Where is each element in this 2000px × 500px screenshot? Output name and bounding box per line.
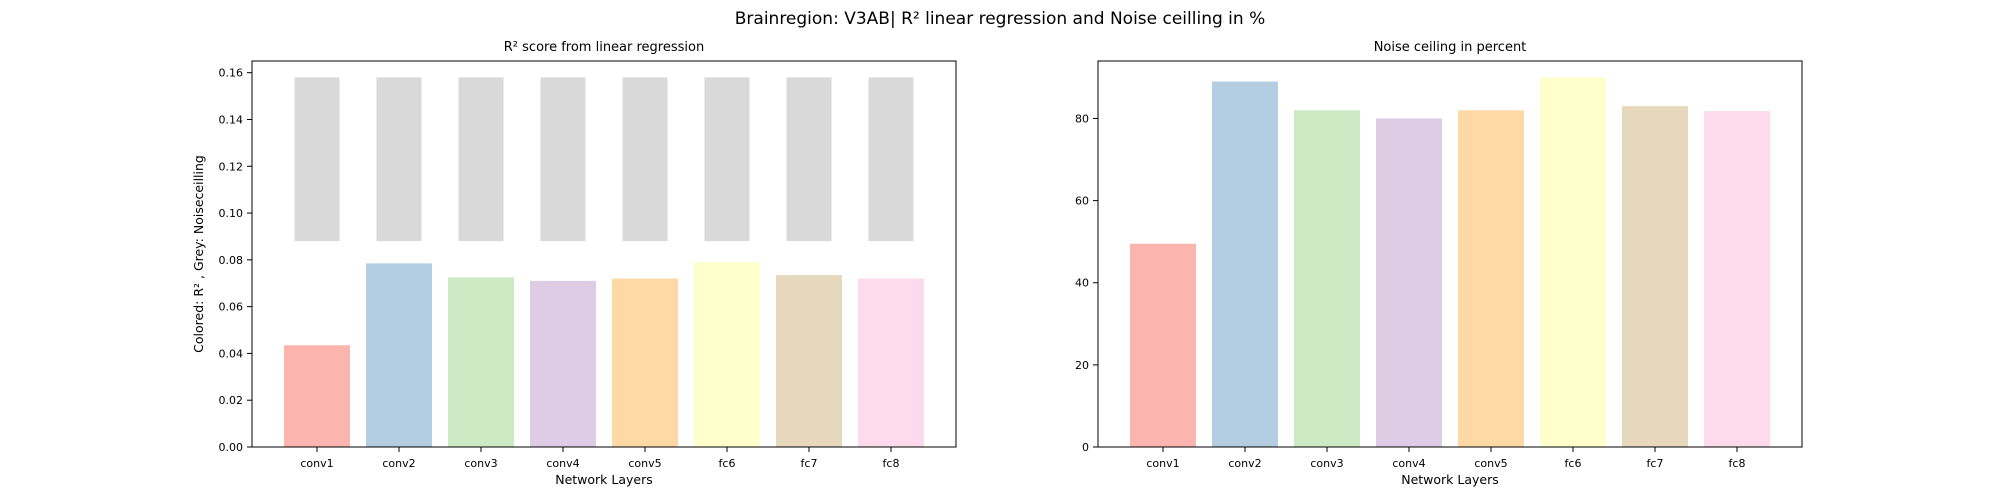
r2-chart-x-ticks: conv1 conv2 conv3 conv4 conv5 fc6 fc7 fc8 — [300, 447, 899, 470]
r2-chart-x-tick-label: fc6 — [719, 457, 736, 470]
r2-chart-bar-conv1 — [284, 345, 350, 447]
r2-chart-noise-bar-fc8 — [868, 77, 914, 242]
noise-ceiling-chart-bar-conv5 — [1458, 110, 1524, 447]
r2-chart-y-tick-label: 0.16 — [219, 67, 244, 80]
noise-ceiling-chart-x-tick-label: conv5 — [1474, 457, 1507, 470]
r2-chart-noise-bar-conv2 — [376, 77, 422, 242]
noise-ceiling-chart: Noise ceiling in percent 0 20 40 60 80 conv1… — [1075, 40, 1803, 487]
r2-chart-bar-conv3 — [448, 277, 514, 447]
r2-chart-x-tick-label: conv2 — [382, 457, 415, 470]
noise-ceiling-chart-y-ticks: 0 20 40 60 80 — [1075, 112, 1098, 454]
figure-title: Brainregion: V3AB| R² linear regression … — [735, 9, 1265, 29]
r2-chart-noise-bar-fc6 — [704, 77, 750, 242]
noise-ceiling-chart-bar-fc6 — [1540, 77, 1606, 447]
r2-chart-noise-bar-conv3 — [458, 77, 504, 242]
noise-ceiling-chart-x-tick-label: conv4 — [1392, 457, 1425, 470]
r2-chart-noise-bar-fc7 — [786, 77, 832, 242]
noise-ceiling-chart-bars — [1130, 77, 1770, 447]
noise-ceiling-chart-bar-fc7 — [1622, 106, 1688, 447]
r2-chart-y-tick-label: 0.08 — [219, 254, 244, 267]
noise-ceiling-chart-y-tick-label: 40 — [1075, 277, 1089, 290]
noise-ceiling-chart-x-tick-label: conv2 — [1228, 457, 1261, 470]
noise-ceiling-chart-bar-conv1 — [1130, 243, 1196, 447]
noise-ceiling-chart-frame — [1097, 60, 1803, 448]
noise-ceiling-chart-bar-conv2 — [1212, 81, 1278, 447]
r2-chart-bar-fc7 — [776, 275, 842, 447]
noise-ceiling-chart-title: Noise ceiling in percent — [1374, 40, 1527, 55]
r2-chart-y-tick-label: 0.12 — [219, 160, 244, 173]
r2-chart-x-label: Network Layers — [555, 472, 653, 487]
r2-chart-y-tick-label: 0.02 — [219, 394, 244, 407]
noise-ceiling-chart-x-label: Network Layers — [1401, 472, 1499, 487]
noise-ceiling-chart-x-tick-label: fc7 — [1647, 457, 1664, 470]
r2-chart-bar-conv2 — [366, 263, 432, 447]
r2-chart-bar-conv5 — [612, 278, 678, 447]
noise-ceiling-chart-x-tick-label: conv1 — [1146, 457, 1179, 470]
r2-chart-noise-bar-conv5 — [622, 77, 668, 242]
noise-ceiling-chart-x-ticks: conv1 conv2 conv3 conv4 conv5 fc6 fc7 fc8 — [1146, 447, 1745, 470]
r2-chart-bars — [284, 77, 924, 447]
r2-chart-y-tick-label: 0.00 — [219, 441, 244, 454]
r2-chart-noise-bar-conv1 — [294, 77, 340, 242]
r2-chart-noise-bar-conv4 — [540, 77, 586, 242]
r2-chart-frame — [251, 60, 957, 448]
r2-chart-y-ticks: 0.00 0.02 0.04 0.06 0.08 0.10 0.12 0.14 0.16 — [219, 67, 252, 454]
noise-ceiling-chart-bar-fc8 — [1704, 111, 1770, 447]
r2-chart-x-tick-label: fc8 — [883, 457, 900, 470]
r2-chart-bar-fc6 — [694, 262, 760, 447]
r2-chart-x-tick-label: conv5 — [628, 457, 661, 470]
r2-chart-title: R² score from linear regression — [504, 40, 704, 55]
r2-chart-y-tick-label: 0.04 — [219, 347, 244, 360]
noise-ceiling-chart-y-tick-label: 20 — [1075, 359, 1089, 372]
noise-ceiling-chart-x-tick-label: fc8 — [1729, 457, 1746, 470]
r2-chart: R² score from linear regression 0.00 0.02… — [191, 40, 957, 487]
r2-chart-bar-conv4 — [530, 280, 596, 447]
r2-chart-x-tick-label: fc7 — [801, 457, 818, 470]
r2-chart-y-label: Colored: R² , Grey: Noiseceilling — [191, 155, 206, 353]
r2-chart-bar-fc8 — [858, 278, 924, 447]
noise-ceiling-chart-bar-conv4 — [1376, 118, 1442, 447]
r2-chart-y-tick-label: 0.10 — [219, 207, 244, 220]
r2-chart-x-tick-label: conv1 — [300, 457, 333, 470]
r2-chart-y-tick-label: 0.14 — [219, 113, 244, 126]
noise-ceiling-chart-x-tick-label: conv3 — [1310, 457, 1343, 470]
r2-chart-y-tick-label: 0.06 — [219, 301, 244, 314]
r2-chart-x-tick-label: conv4 — [546, 457, 579, 470]
noise-ceiling-chart-bar-conv3 — [1294, 110, 1360, 447]
noise-ceiling-chart-y-tick-label: 0 — [1082, 441, 1089, 454]
noise-ceiling-chart-x-tick-label: fc6 — [1565, 457, 1582, 470]
noise-ceiling-chart-y-tick-label: 80 — [1075, 112, 1089, 125]
r2-chart-x-tick-label: conv3 — [464, 457, 497, 470]
noise-ceiling-chart-y-tick-label: 60 — [1075, 195, 1089, 208]
